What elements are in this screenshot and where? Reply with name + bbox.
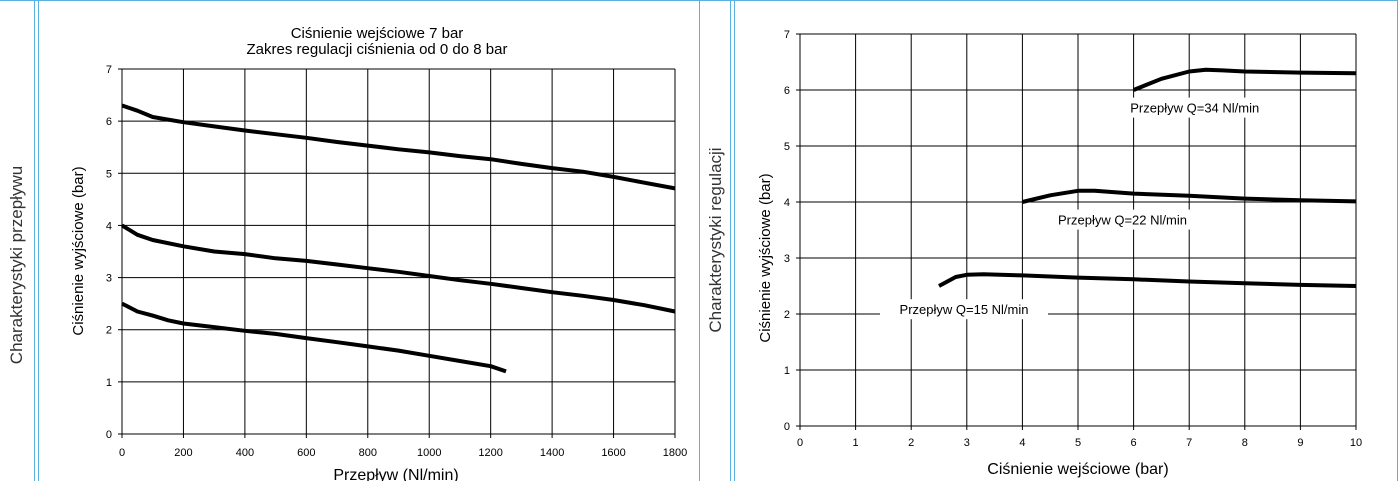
series-line-3 bbox=[121, 301, 507, 374]
chart-subtitle: Zakres regulacji ciśnienia od 0 do 8 bar bbox=[247, 41, 508, 58]
y-axis-label: Ciśnienie wyjściowe (bar) bbox=[70, 166, 87, 335]
series-label-background bbox=[880, 299, 1049, 320]
x-tick-label: 2 bbox=[908, 437, 914, 449]
frame-line bbox=[699, 0, 700, 481]
x-tick-label: 1 bbox=[853, 437, 859, 449]
x-tick-label: 1400 bbox=[540, 447, 564, 459]
series-line-2 bbox=[1021, 188, 1357, 204]
y-tick-label: 2 bbox=[784, 309, 790, 321]
y-tick-label: 1 bbox=[106, 377, 112, 389]
y-tick-label: 7 bbox=[106, 64, 112, 76]
series-label: Przepływ Q=22 Nl/min bbox=[1058, 213, 1187, 228]
series-label: Przepływ Q=34 Nl/min bbox=[1130, 101, 1259, 116]
x-tick-label: 200 bbox=[174, 447, 192, 459]
y-tick-label: 2 bbox=[106, 325, 112, 337]
x-tick-label: 800 bbox=[359, 447, 377, 459]
x-tick-label: 1600 bbox=[601, 447, 625, 459]
section-label-right: Charakterystyki regulacji bbox=[706, 147, 725, 333]
series-line-2 bbox=[120, 223, 676, 314]
flow-characteristics-chart: Ciśnienie wejściowe 7 bar Zakres regulac… bbox=[70, 25, 687, 481]
y-tick-label: 3 bbox=[784, 253, 790, 265]
y-tick-label: 1 bbox=[784, 365, 790, 377]
y-axis-label: Ciśnienie wyjściowe (bar) bbox=[757, 173, 774, 342]
chart-title: Ciśnienie wejściowe 7 bar bbox=[291, 25, 464, 42]
x-tick-label: 5 bbox=[1075, 437, 1081, 449]
frame-line bbox=[734, 0, 735, 481]
x-tick-label: 600 bbox=[297, 447, 315, 459]
y-tick-label: 0 bbox=[784, 421, 790, 433]
frame-line bbox=[38, 0, 39, 481]
y-tick-label: 7 bbox=[784, 29, 790, 41]
series-label: Przepływ Q=15 Nl/min bbox=[900, 302, 1029, 317]
x-tick-label: 400 bbox=[236, 447, 254, 459]
x-tick-label: 3 bbox=[964, 437, 970, 449]
x-tick-label: 1200 bbox=[478, 447, 502, 459]
frame-line bbox=[730, 0, 731, 481]
y-tick-label: 4 bbox=[784, 197, 790, 209]
series-line-1 bbox=[1132, 67, 1357, 92]
x-tick-label: 4 bbox=[1019, 437, 1025, 449]
y-tick-label: 5 bbox=[784, 141, 790, 153]
x-tick-label: 1800 bbox=[663, 447, 687, 459]
x-tick-label: 8 bbox=[1242, 437, 1248, 449]
regulation-characteristics-chart: Ciśnienie wyjściowe (bar) Ciśnienie wejś… bbox=[757, 29, 1362, 478]
series-label-background bbox=[1110, 97, 1279, 118]
y-tick-label: 3 bbox=[106, 273, 112, 285]
y-tick-label: 6 bbox=[106, 116, 112, 128]
x-tick-label: 6 bbox=[1131, 437, 1137, 449]
series-line-3 bbox=[938, 272, 1357, 288]
x-tick-label: 0 bbox=[797, 437, 803, 449]
x-axis-label: Przepływ (Nl/min) bbox=[333, 467, 458, 481]
y-tick-label: 6 bbox=[784, 85, 790, 97]
frame-line bbox=[34, 0, 35, 481]
x-tick-label: 0 bbox=[119, 447, 125, 459]
y-tick-label: 5 bbox=[106, 168, 112, 180]
x-tick-label: 1000 bbox=[417, 447, 441, 459]
series-label-background bbox=[1038, 209, 1207, 230]
x-tick-label: 10 bbox=[1350, 437, 1362, 449]
x-tick-label: 7 bbox=[1186, 437, 1192, 449]
y-tick-label: 4 bbox=[106, 220, 112, 232]
y-tick-label: 0 bbox=[106, 429, 112, 441]
section-label-left: Charakterystyki przepływu bbox=[7, 165, 26, 365]
x-tick-label: 9 bbox=[1297, 437, 1303, 449]
x-axis-label: Ciśnienie wejściowe (bar) bbox=[987, 461, 1168, 478]
series-line-1 bbox=[121, 103, 676, 191]
